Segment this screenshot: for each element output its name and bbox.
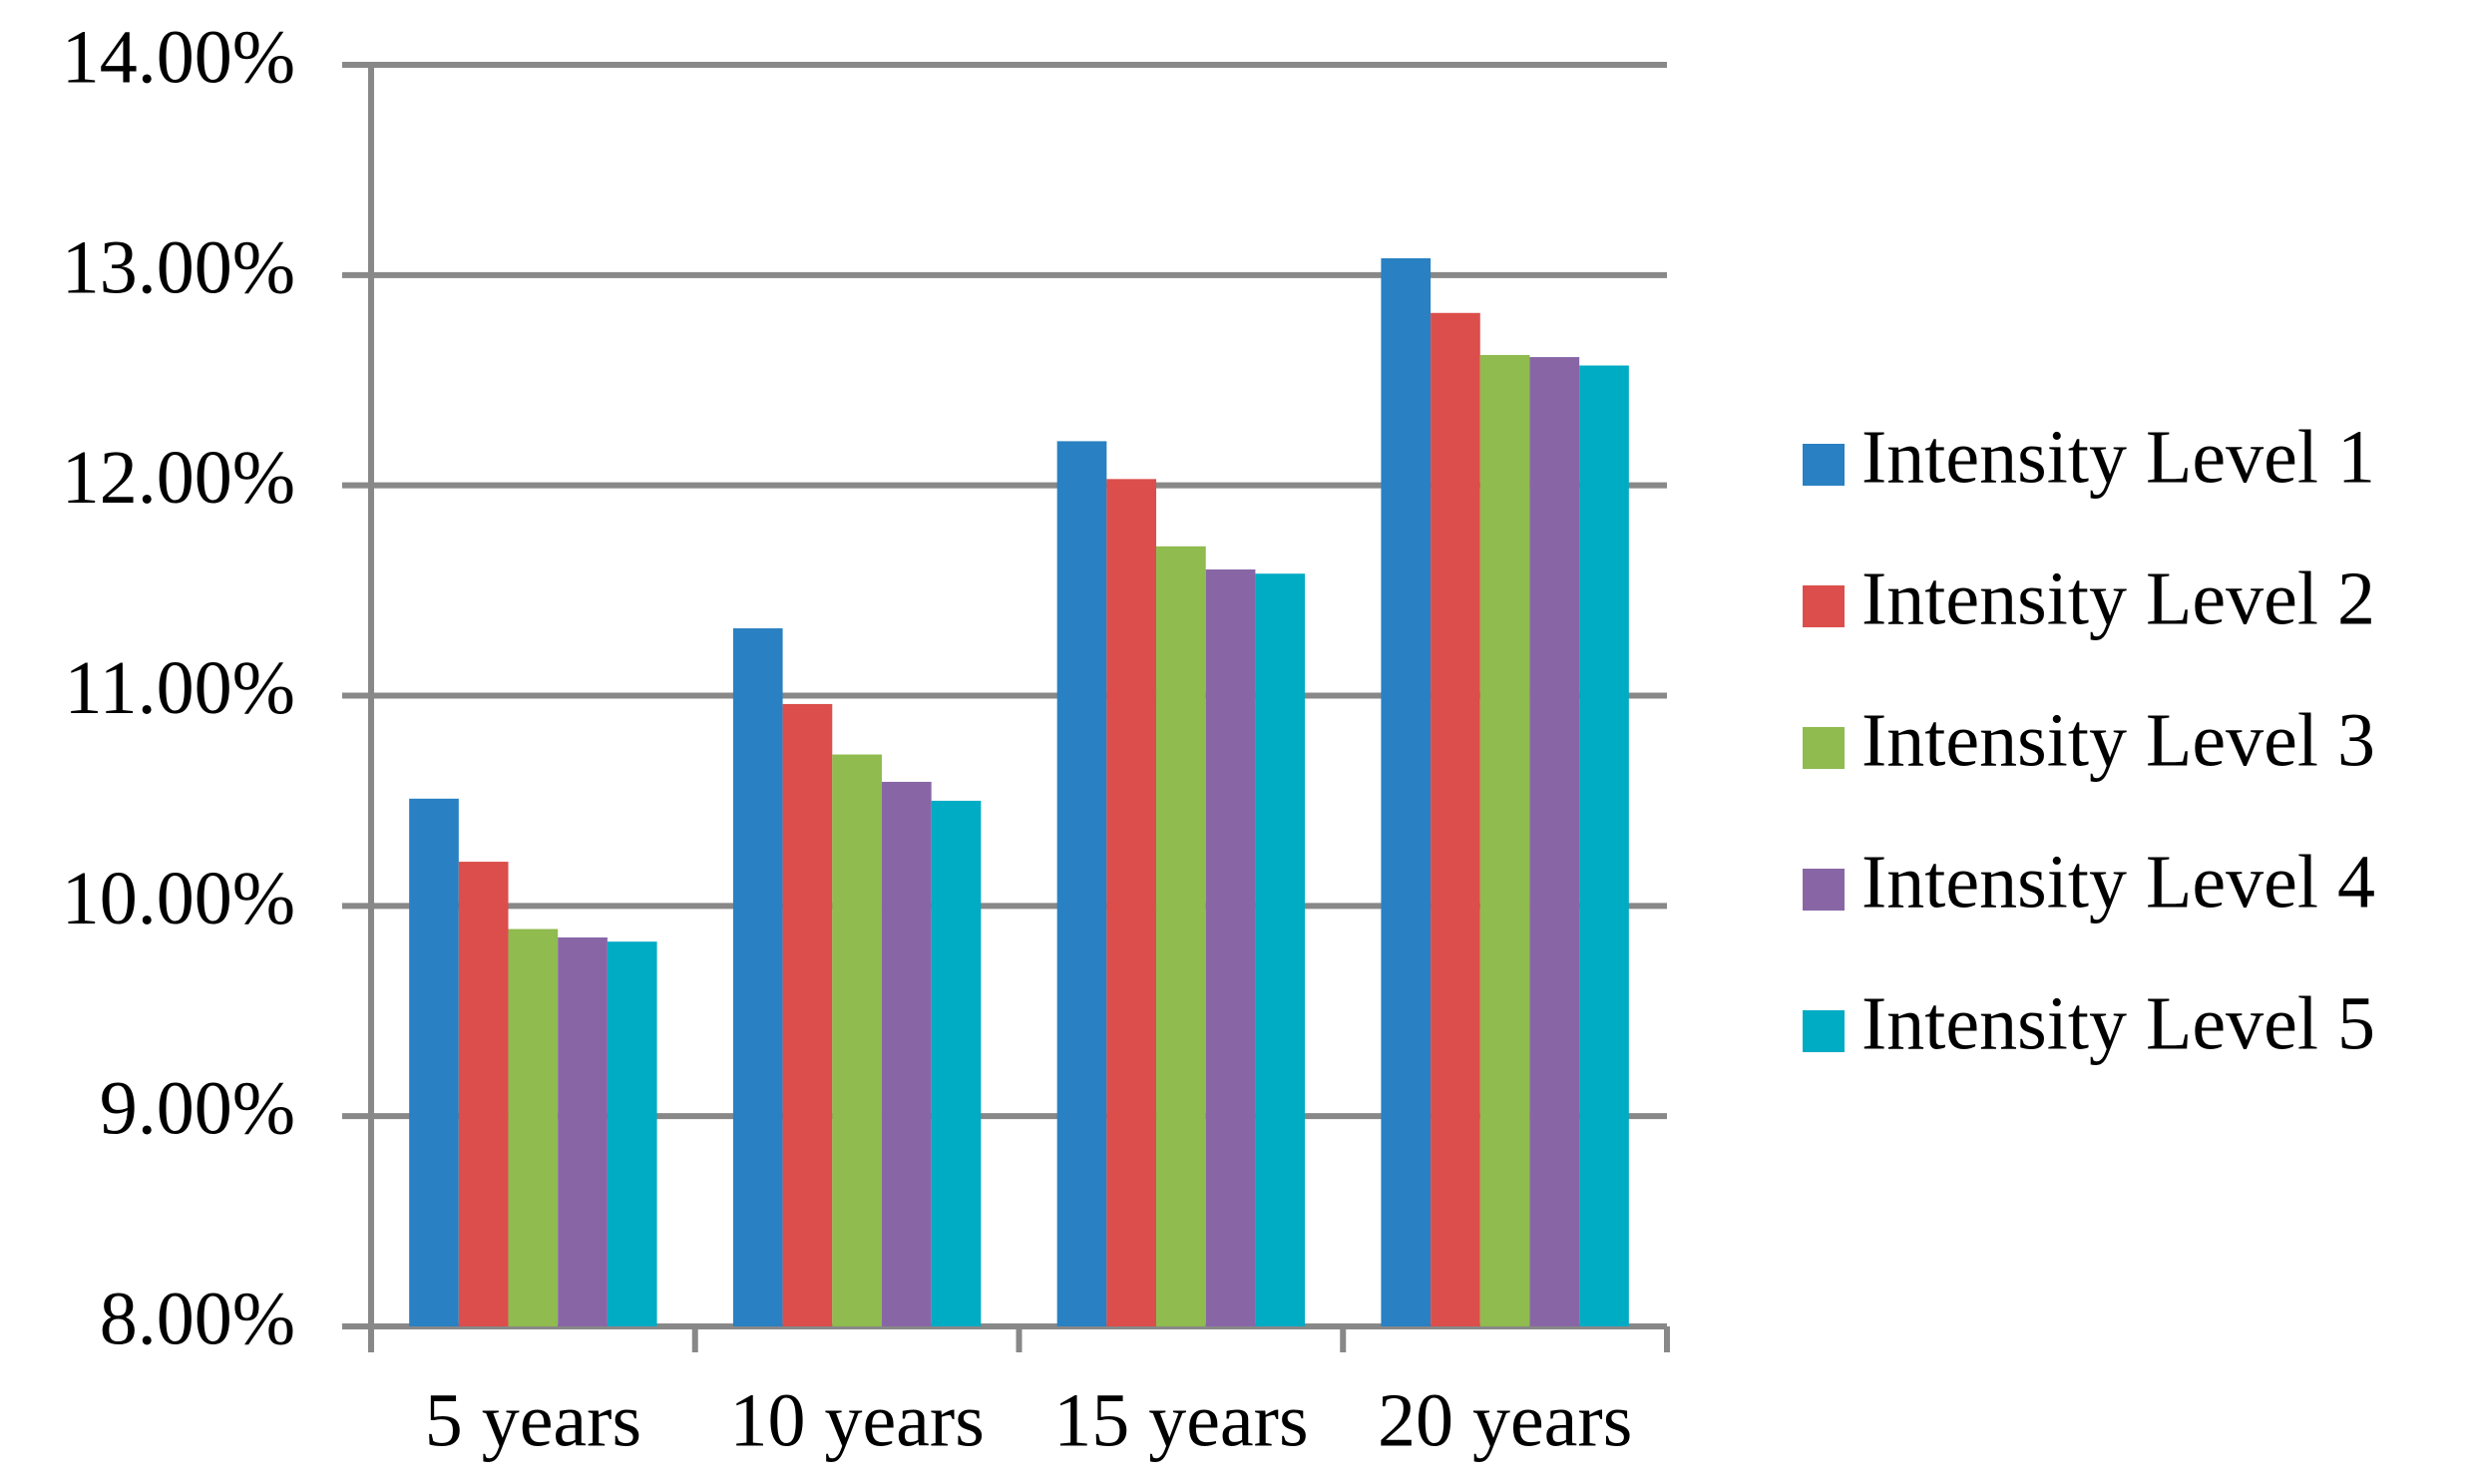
bar <box>1381 257 1432 1326</box>
y-tick-label: 12.00% <box>62 436 295 520</box>
bar <box>1479 354 1530 1326</box>
legend-label: Intensity Level 2 <box>1861 556 2375 640</box>
bar <box>508 928 559 1326</box>
x-tick-label: 5 years <box>425 1378 641 1462</box>
bar <box>931 800 982 1326</box>
legend-swatch <box>1803 1010 1845 1052</box>
legend-label: Intensity Level 3 <box>1861 698 2375 782</box>
legend-swatch <box>1803 444 1845 486</box>
legend-label: Intensity Level 5 <box>1861 981 2375 1065</box>
y-tick-label: 11.00% <box>65 646 296 730</box>
x-tick-label: 20 years <box>1378 1378 1632 1462</box>
bar <box>1529 357 1580 1326</box>
bar <box>1056 441 1107 1326</box>
bar <box>1106 479 1157 1326</box>
bar <box>1205 569 1256 1326</box>
legend-swatch <box>1803 727 1845 769</box>
y-tick-label: 14.00% <box>62 15 295 99</box>
bar <box>782 703 833 1326</box>
y-tick-label: 9.00% <box>100 1067 295 1151</box>
legend-label: Intensity Level 1 <box>1861 415 2375 499</box>
x-tick-label: 10 years <box>729 1378 984 1462</box>
bar <box>1255 573 1306 1326</box>
bar <box>607 941 657 1326</box>
y-tick-label: 10.00% <box>62 857 295 940</box>
legend-label: Intensity Level 4 <box>1861 840 2375 924</box>
y-tick-label: 13.00% <box>62 225 295 309</box>
legend-swatch <box>1803 585 1845 627</box>
bar <box>1431 312 1480 1326</box>
bar <box>1579 365 1629 1326</box>
bar <box>458 862 509 1326</box>
bar <box>1156 546 1206 1326</box>
bar <box>832 754 882 1326</box>
bar <box>409 798 459 1326</box>
legend-swatch <box>1803 869 1845 911</box>
bar <box>732 628 783 1326</box>
bar <box>881 781 932 1326</box>
bar <box>558 936 608 1326</box>
y-tick-label: 8.00% <box>100 1277 295 1360</box>
x-tick-label: 15 years <box>1053 1378 1308 1462</box>
